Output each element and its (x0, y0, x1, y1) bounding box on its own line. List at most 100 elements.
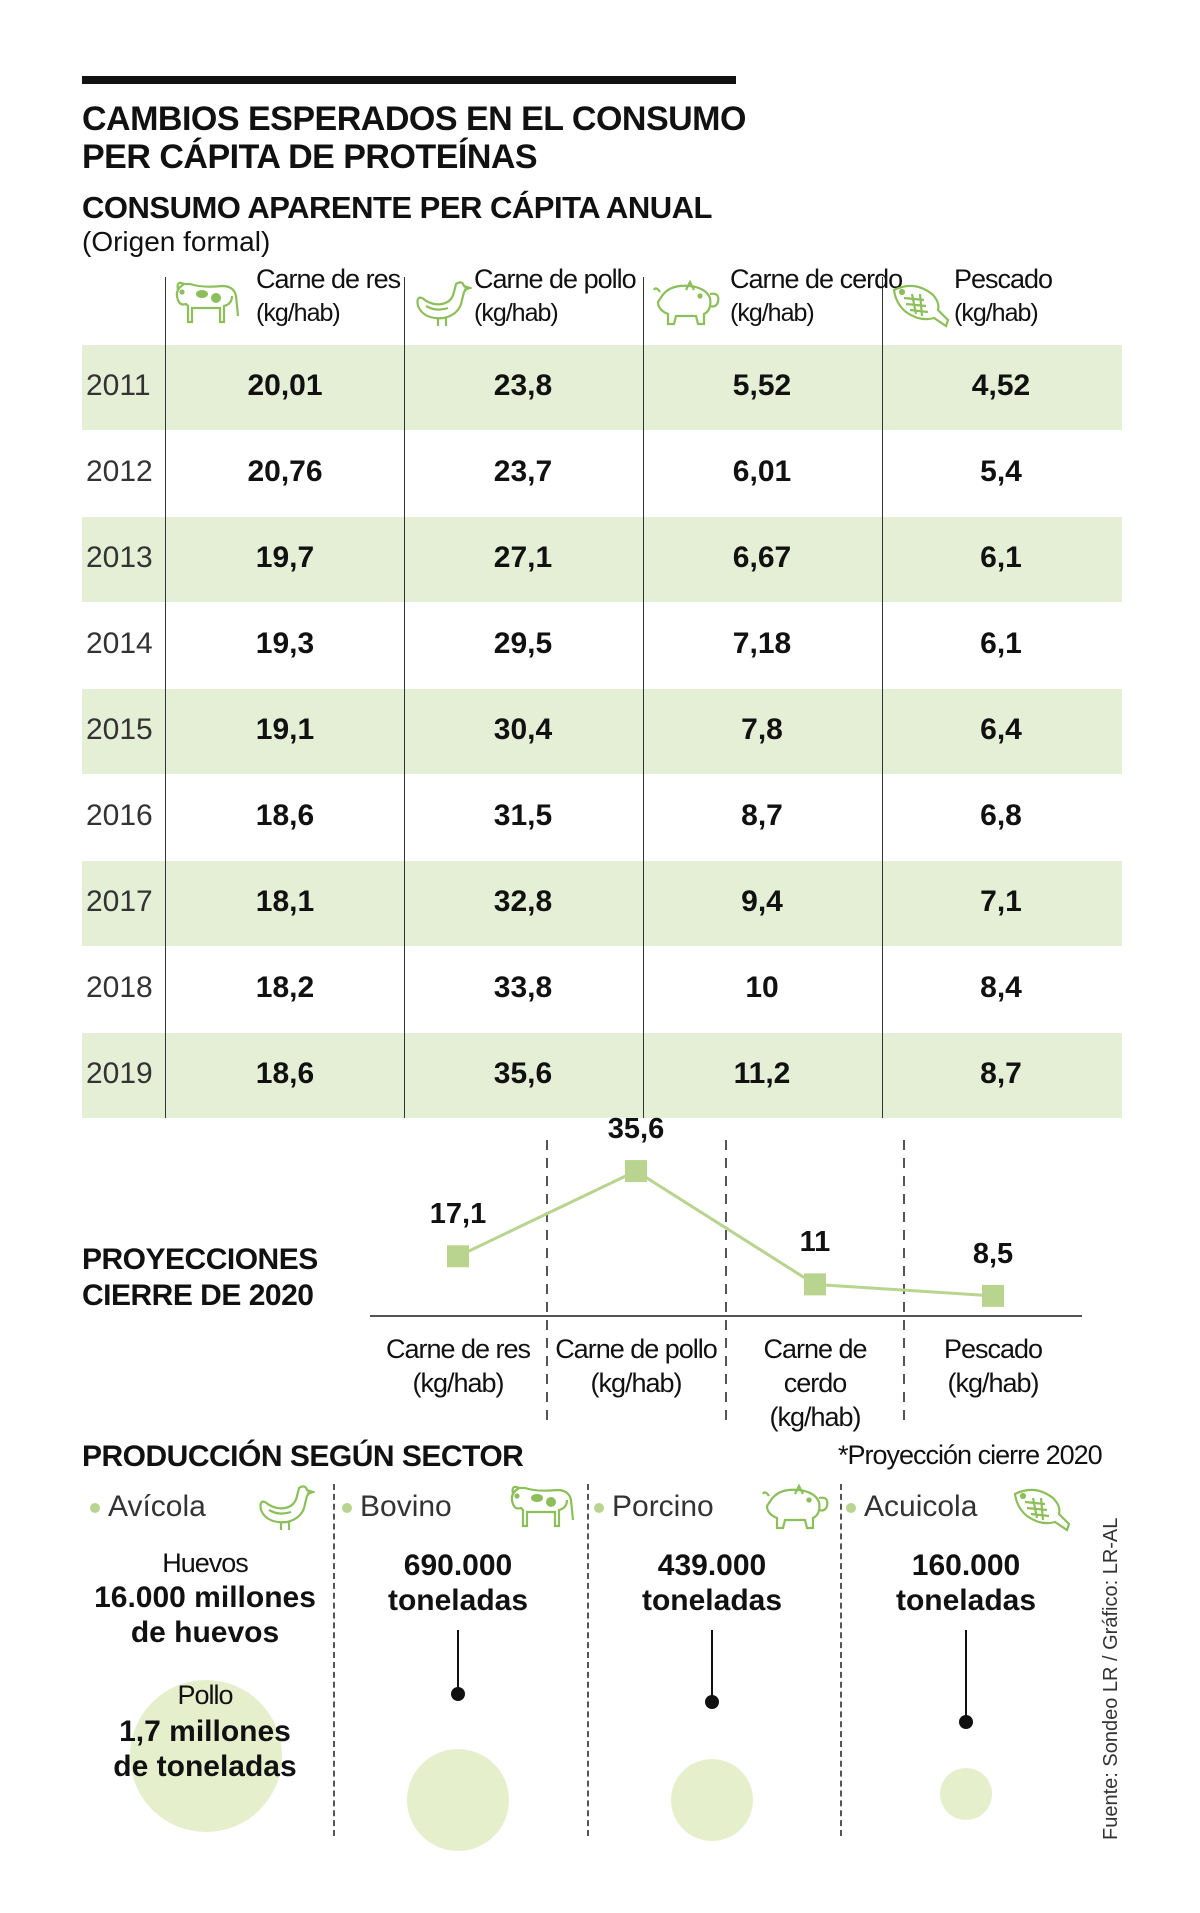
row-year: 2012 (86, 455, 153, 488)
sector-value-number: 690.000 (403, 1549, 513, 1582)
row-year: 2013 (86, 541, 153, 574)
category-unit: (kg/hab) (947, 1368, 1039, 1398)
projection-value-label: 35,6 (607, 1113, 665, 1146)
table-cell: 18,6 (255, 1057, 315, 1090)
column-header-name: Carne de res (256, 264, 401, 294)
table-cell: 23,7 (493, 455, 553, 488)
projection-series-line (457, 1169, 994, 1298)
sector-bubble (407, 1749, 509, 1851)
chicken-icon (412, 276, 474, 333)
table-cell: 4,52 (971, 369, 1031, 402)
table-cell: 18,6 (255, 799, 315, 832)
sector-label: Avícola (108, 1490, 206, 1523)
chicken-value-line-2: de toneladas (113, 1750, 297, 1783)
column-header-name: Carne de pollo (474, 264, 637, 294)
bubble-stem (965, 1630, 967, 1722)
category-name: Carne de pollo (555, 1334, 718, 1364)
table-cell: 9,4 (741, 885, 783, 918)
sector-value-unit: toneladas (641, 1584, 783, 1617)
projection-value-label: 11 (799, 1226, 831, 1259)
cow-icon (507, 1480, 579, 1537)
table-cell: 5,52 (732, 369, 792, 402)
row-year: 2018 (86, 971, 153, 1004)
sector-divider (587, 1484, 589, 1836)
bullet-dot (90, 1503, 100, 1514)
source-credit: Fuente: Sondeo LR / Gráfico: LR-AL (1100, 1517, 1122, 1840)
column-divider (882, 277, 883, 1118)
projection-value-label: 8,5 (972, 1237, 1014, 1270)
sector-value: 439.000 toneladas (592, 1548, 832, 1618)
poultry-bubble (130, 1680, 282, 1832)
table-cell: 20,01 (247, 369, 323, 402)
sector-value-number: 439.000 (657, 1549, 767, 1582)
eggs-label: Huevos (162, 1548, 249, 1578)
column-header-unit: (kg/hab) (954, 299, 1039, 327)
table-cell: 7,8 (741, 713, 783, 746)
bubble-stem (711, 1630, 713, 1702)
table-cell: 8,7 (980, 1057, 1022, 1090)
fish-icon (890, 276, 954, 333)
table-cell: 7,1 (980, 885, 1022, 918)
table-cell: 8,7 (741, 799, 783, 832)
column-header: Carne de pollo (kg/hab) (474, 262, 637, 330)
chicken-icon (255, 1480, 317, 1537)
category-name: Carne de cerdo (763, 1334, 867, 1398)
column-header: Carne de res (kg/hab) (256, 262, 401, 330)
table-cell: 32,8 (493, 885, 553, 918)
category-name: Pescado (943, 1334, 1043, 1364)
chicken-value: 1,7 millones de toneladas (85, 1714, 325, 1784)
eggs-value: 16.000 millones de huevos (80, 1580, 330, 1650)
sector-label: Acuicola (864, 1490, 978, 1523)
column-header: Carne de cerdo (kg/hab) (730, 262, 903, 330)
row-year: 2011 (86, 369, 151, 402)
production-title: PRODUCCIÓN SEGÚN SECTOR (82, 1440, 524, 1473)
table-cell: 23,8 (493, 369, 553, 402)
table-cell: 6,01 (732, 455, 792, 488)
sector-name: Porcino (594, 1490, 714, 1524)
table-row-band (82, 1033, 1122, 1118)
projection-value-label: 17,1 (429, 1198, 487, 1231)
production-note: *Proyección cierre 2020 (838, 1440, 1103, 1470)
bullet-dot (342, 1503, 352, 1514)
column-divider (165, 277, 166, 1118)
bubble-stem-dot (451, 1687, 465, 1701)
bullet-dot (594, 1503, 604, 1514)
sector-value: 690.000 toneladas (338, 1548, 578, 1618)
sector-divider (840, 1484, 842, 1836)
sector-bubble (671, 1759, 753, 1841)
pig-icon (759, 1480, 831, 1537)
column-divider (404, 277, 405, 1118)
table-cell: 6,4 (980, 713, 1022, 746)
column-header-unit: (kg/hab) (474, 299, 559, 327)
bubble-stem-dot (959, 1715, 973, 1729)
table-cell: 6,1 (980, 627, 1022, 660)
category-unit: (kg/hab) (590, 1368, 682, 1398)
projections-title-line-1: PROYECCIONES (82, 1243, 318, 1276)
table-cell: 19,7 (255, 541, 315, 574)
sector-divider (333, 1484, 335, 1836)
table-cell: 6,1 (980, 541, 1022, 574)
table-cell: 19,1 (255, 713, 315, 746)
eggs-value-line-1: 16.000 millones (94, 1581, 316, 1614)
row-year: 2014 (86, 627, 153, 660)
projections-title: PROYECCIONES CIERRE DE 2020 (82, 1242, 318, 1314)
row-year: 2017 (86, 885, 153, 918)
category-unit: (kg/hab) (412, 1368, 504, 1398)
projection-point (804, 1273, 826, 1296)
projection-point (447, 1245, 469, 1268)
eggs-value-line-2: de huevos (130, 1616, 280, 1649)
sector-label: Bovino (360, 1490, 452, 1523)
table-cell: 18,2 (255, 971, 315, 1004)
row-year: 2019 (86, 1057, 153, 1090)
table-cell: 8,4 (980, 971, 1022, 1004)
sector-value-number: 160.000 (911, 1549, 1021, 1582)
sector-name: Avícola (90, 1490, 206, 1524)
sector-name: Bovino (342, 1490, 452, 1524)
table-cell: 27,1 (493, 541, 553, 574)
projection-category-label: Carne de cerdo (kg/hab) (730, 1332, 900, 1434)
table-row-band (82, 689, 1122, 774)
table-cell: 6,67 (732, 541, 792, 574)
sector-bubble (940, 1768, 992, 1820)
table-cell: 11,2 (733, 1057, 791, 1090)
row-year: 2015 (86, 713, 153, 746)
